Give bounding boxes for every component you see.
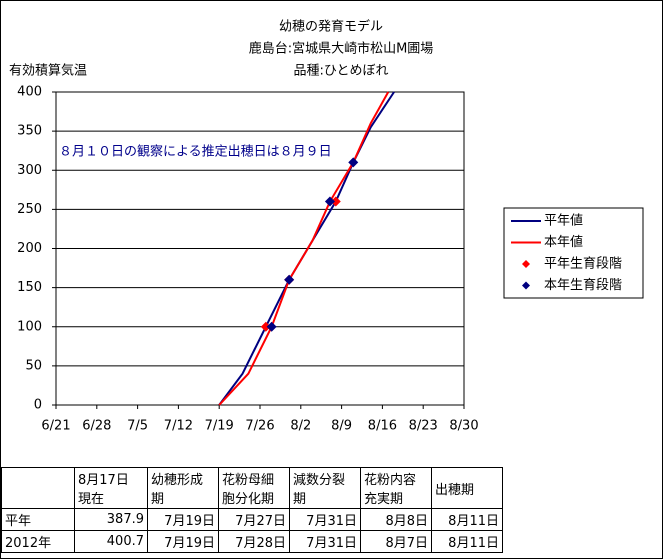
annotation: ８月１０日の観察による推定出穂日は８月９日: [59, 145, 332, 160]
table-cell: 花粉内容充実期: [360, 467, 432, 509]
marker: [266, 321, 277, 332]
x-tick-label: 8/16: [368, 419, 397, 434]
legend-marker: [522, 260, 530, 268]
table-cell: 8月11日: [431, 508, 503, 531]
table-cell: 2012年: [1, 530, 75, 553]
table-cell: [1, 467, 75, 509]
table-cell: 出穂期: [431, 467, 503, 509]
x-tick-label: 8/9: [331, 419, 352, 434]
x-tick-label: 7/12: [164, 419, 193, 434]
table-cell: 減数分裂期: [289, 467, 361, 509]
y-tick-label: 50: [25, 358, 42, 373]
marker: [330, 196, 341, 207]
legend-marker: [522, 281, 530, 290]
marker: [284, 274, 295, 285]
y-tick-label: 100: [17, 319, 42, 334]
table-cell: 7月27日: [218, 508, 290, 531]
legend-label: 本年値: [544, 234, 583, 250]
table-cell: 8月8日: [360, 508, 432, 531]
line: [218, 91, 390, 406]
x-tick-label: 7/5: [127, 419, 148, 434]
x-tick-label: 8/2: [290, 419, 311, 434]
table-cell: 8月11日: [431, 530, 503, 553]
table-cell: 幼穂形成期: [147, 467, 219, 509]
table-cell: 7月31日: [289, 530, 361, 553]
legend-label: 平年値: [544, 213, 583, 229]
table-cell: 7月19日: [147, 508, 219, 531]
y-tick-label: 200: [17, 241, 42, 256]
x-tick-label: 7/19: [205, 419, 234, 434]
x-tick-label: 8/30: [449, 419, 478, 434]
legend-label: 平年生育段階: [544, 256, 622, 272]
table-cell: 花粉母細胞分化期: [218, 467, 290, 509]
table-cell: 400.7: [74, 530, 148, 553]
title: 品種:ひとめぼれ: [294, 63, 389, 79]
chart: 幼穂の発育モデル 鹿島台:宮城県大崎市松山M圃場 品種:ひとめぼれ 有効積算気温…: [9, 19, 644, 434]
title: 幼穂の発育モデル: [279, 19, 383, 35]
table-cell: 7月19日: [147, 530, 219, 553]
marker: [324, 196, 335, 207]
x-tick-label: 7/26: [245, 419, 274, 434]
table-cell: 387.9: [74, 508, 148, 531]
marker: [260, 321, 271, 332]
table-cell: 7月28日: [218, 530, 290, 553]
y-tick-label: 350: [17, 124, 42, 139]
title: 鹿島台:宮城県大崎市松山M圃場: [249, 41, 434, 57]
x-tick-label: 6/21: [41, 419, 70, 434]
data-table: 8月17日 現在 幼穂形成期 花粉母細胞分化期 減数分裂期 花粉内容充実期 出穂期平年 38…: [1, 467, 503, 553]
y-tick-label: 150: [17, 280, 42, 295]
table-cell: 8月7日: [360, 530, 432, 553]
y-tick-label: 0: [34, 398, 42, 413]
marker: [348, 157, 359, 168]
y-tick-label: 250: [17, 202, 42, 217]
table-cell: 8月17日 現在: [74, 467, 148, 509]
y-tick-label: 300: [17, 163, 42, 178]
x-tick-label: 6/28: [82, 419, 111, 434]
legend-label: 本年生育段階: [544, 277, 622, 293]
table-cell: 7月31日: [289, 508, 361, 531]
y-axis-label: 有効積算気温: [9, 63, 87, 79]
table-cell: 平年: [1, 508, 75, 531]
y-tick-label: 400: [17, 85, 42, 100]
x-tick-label: 8/23: [409, 419, 438, 434]
